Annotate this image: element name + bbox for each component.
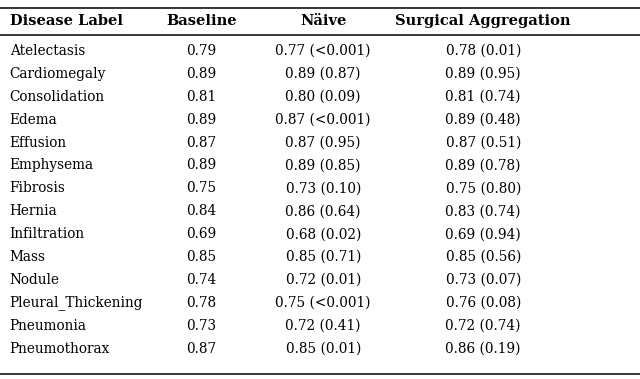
Text: 0.69 (0.94): 0.69 (0.94) — [445, 227, 521, 241]
Text: 0.87: 0.87 — [186, 342, 217, 356]
Text: Cardiomegaly: Cardiomegaly — [10, 67, 106, 81]
Text: 0.73 (0.10): 0.73 (0.10) — [285, 182, 361, 195]
Text: 0.77 (<0.001): 0.77 (<0.001) — [275, 44, 371, 58]
Text: Pneumonia: Pneumonia — [10, 319, 86, 333]
Text: 0.85 (0.71): 0.85 (0.71) — [285, 250, 361, 264]
Text: Fibrosis: Fibrosis — [10, 182, 65, 195]
Text: 0.79: 0.79 — [186, 44, 217, 58]
Text: 0.78 (0.01): 0.78 (0.01) — [445, 44, 521, 58]
Text: 0.68 (0.02): 0.68 (0.02) — [285, 227, 361, 241]
Text: 0.76 (0.08): 0.76 (0.08) — [445, 296, 521, 310]
Text: 0.75 (0.80): 0.75 (0.80) — [445, 182, 521, 195]
Text: Emphysema: Emphysema — [10, 158, 93, 172]
Text: 0.75 (<0.001): 0.75 (<0.001) — [275, 296, 371, 310]
Text: 0.73 (0.07): 0.73 (0.07) — [445, 273, 521, 287]
Text: 0.85 (0.01): 0.85 (0.01) — [285, 342, 361, 356]
Text: Mass: Mass — [10, 250, 45, 264]
Text: Surgical Aggregation: Surgical Aggregation — [396, 14, 571, 28]
Text: 0.84: 0.84 — [186, 204, 217, 218]
Text: 0.89 (0.95): 0.89 (0.95) — [445, 67, 521, 81]
Text: 0.74: 0.74 — [186, 273, 217, 287]
Text: Nodule: Nodule — [10, 273, 60, 287]
Text: 0.69: 0.69 — [186, 227, 217, 241]
Text: 0.87 (0.51): 0.87 (0.51) — [445, 136, 521, 149]
Text: Infiltration: Infiltration — [10, 227, 84, 241]
Text: Hernia: Hernia — [10, 204, 58, 218]
Text: Pneumothorax: Pneumothorax — [10, 342, 110, 356]
Text: 0.73: 0.73 — [186, 319, 217, 333]
Text: Effusion: Effusion — [10, 136, 67, 149]
Text: 0.72 (0.41): 0.72 (0.41) — [285, 319, 361, 333]
Text: 0.78: 0.78 — [186, 296, 217, 310]
Text: 0.89 (0.85): 0.89 (0.85) — [285, 158, 361, 172]
Text: 0.89 (0.78): 0.89 (0.78) — [445, 158, 521, 172]
Text: 0.89 (0.48): 0.89 (0.48) — [445, 113, 521, 127]
Text: 0.89 (0.87): 0.89 (0.87) — [285, 67, 361, 81]
Text: Pleural_Thickening: Pleural_Thickening — [10, 296, 143, 310]
Text: Consolidation: Consolidation — [10, 90, 105, 103]
Text: 0.87: 0.87 — [186, 136, 217, 149]
Text: 0.87 (<0.001): 0.87 (<0.001) — [275, 113, 371, 127]
Text: 0.89: 0.89 — [186, 158, 217, 172]
Text: 0.85: 0.85 — [186, 250, 217, 264]
Text: 0.85 (0.56): 0.85 (0.56) — [445, 250, 521, 264]
Text: 0.80 (0.09): 0.80 (0.09) — [285, 90, 361, 103]
Text: 0.87 (0.95): 0.87 (0.95) — [285, 136, 361, 149]
Text: 0.72 (0.74): 0.72 (0.74) — [445, 319, 521, 333]
Text: Näive: Näive — [300, 14, 346, 28]
Text: 0.81 (0.74): 0.81 (0.74) — [445, 90, 521, 103]
Text: Disease Label: Disease Label — [10, 14, 123, 28]
Text: Baseline: Baseline — [166, 14, 237, 28]
Text: 0.81: 0.81 — [186, 90, 217, 103]
Text: Atelectasis: Atelectasis — [10, 44, 85, 58]
Text: 0.89: 0.89 — [186, 67, 217, 81]
Text: 0.89: 0.89 — [186, 113, 217, 127]
Text: Edema: Edema — [10, 113, 58, 127]
Text: 0.86 (0.19): 0.86 (0.19) — [445, 342, 521, 356]
Text: 0.86 (0.64): 0.86 (0.64) — [285, 204, 361, 218]
Text: 0.83 (0.74): 0.83 (0.74) — [445, 204, 521, 218]
Text: 0.72 (0.01): 0.72 (0.01) — [285, 273, 361, 287]
Text: 0.75: 0.75 — [186, 182, 217, 195]
